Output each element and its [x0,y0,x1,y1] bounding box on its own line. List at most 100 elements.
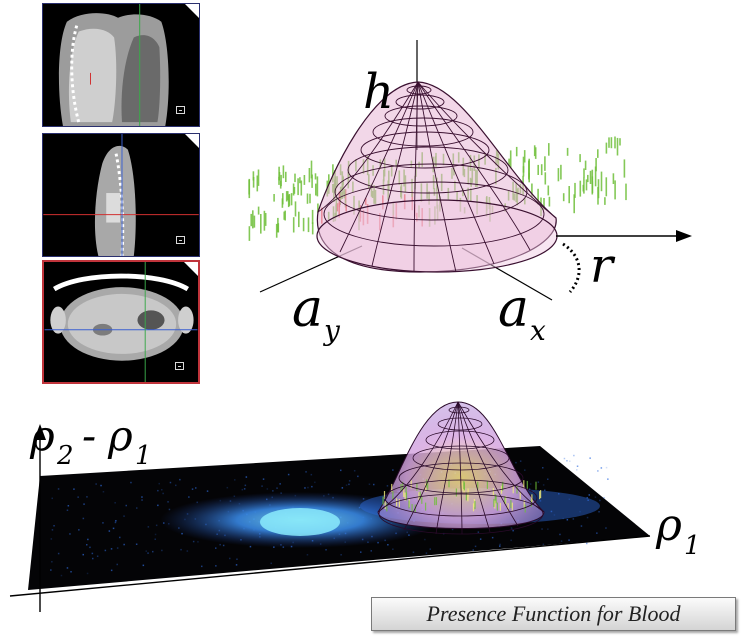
heatmap-noise-dot [51,497,53,500]
heatmap-noise-dot [589,457,591,459]
heatmap-noise-dot [82,517,85,520]
ct-axial-view[interactable] [42,260,200,384]
a-x-label: a [498,279,529,339]
heatmap-noise-dot [83,503,85,505]
heatmap-noise-dot [499,543,501,546]
heatmap-noise-dot [544,489,546,492]
heatmap-noise-dot [491,536,494,539]
heatmap-noise-dot [102,491,105,493]
heatmap-noise-dot [60,574,63,577]
heatmap-noise-dot [586,497,588,499]
heatmap-noise-dot [91,552,94,555]
heatmap-noise-dot [114,521,117,524]
heatmap-noise-dot [191,488,194,490]
heatmap-noise-dot [305,471,307,473]
heatmap-noise-dot [108,530,111,532]
heatmap-noise-dot [512,529,514,532]
heatmap-noise-dot [115,520,117,522]
heatmap-noise-dot [167,501,169,503]
heatmap-noise-dot [524,469,526,471]
h-label: h [363,64,394,120]
heatmap-noise-dot [145,550,147,552]
heatmap-noise-dot [186,550,189,552]
heatmap-noise-dot [116,563,118,566]
heatmap-noise-dot [306,554,309,556]
heatmap-noise-dot [547,478,549,480]
rho2-subscript: 2 [56,441,74,471]
heatmap-noise-dot [360,551,362,553]
rho1-axis-subscript: 1 [684,531,701,561]
heatmap-noise-dot [162,492,164,495]
heatmap-noise-dot [562,517,564,520]
rho2-label: ρ [29,411,55,460]
heatmap-noise-dot [597,470,599,472]
rho1-diff-label: ρ [107,411,133,460]
heatmap-noise-dot [569,460,571,462]
heatmap-noise-dot [586,516,589,519]
heatmap-noise-dot [576,469,578,471]
heatmap-noise-dot [345,484,348,486]
ct-axial-image [44,262,198,382]
heatmap-noise-dot [78,529,80,531]
heatmap-noise-dot [341,487,344,489]
heatmap-noise-dot [175,484,177,487]
heatmap-noise-dot [249,545,252,548]
heatmap-noise-dot [102,522,104,524]
heatmap-noise-dot [66,567,69,569]
heatmap-noise-dot [310,473,313,476]
heatmap-noise-dot [568,498,571,500]
heatmap-noise-dot [112,527,115,530]
rho1-axis-label: ρ [655,500,682,551]
heatmap-noise-dot [262,478,265,480]
heatmap-noise-dot [89,546,91,549]
heatmap-noise-dot [587,499,589,501]
heatmap-noise-dot [287,473,290,476]
heatmap-noise-dot [472,549,474,551]
heatmap-noise-dot [541,528,543,530]
heatmap-noise-dot [136,507,138,509]
heatmap-noise-dot [147,552,149,554]
heatmap-noise-dot [542,467,544,469]
heatmap-noise-dot [529,483,532,485]
heatmap-noise-dot [451,528,454,531]
heatmap-noise-dot [50,569,52,571]
a-y-label: a [292,279,323,339]
heatmap-noise-dot [340,469,342,472]
heatmap-noise-dot [157,504,159,507]
ct-sagittal-view[interactable] [42,3,200,127]
heatmap-noise-dot [152,550,154,553]
heatmap-noise-dot [110,569,113,572]
heatmap-noise-dot [66,509,69,511]
heatmap-noise-dot [130,481,132,484]
heatmap-noise-dot [588,494,590,496]
heatmap-noise-dot [110,548,113,550]
heatmap-noise-dot [119,536,121,539]
heatmap-noise-dot [135,543,138,545]
heatmap-noise-dot [279,483,281,485]
heatmap-noise-dot [307,486,309,489]
heatmap-noise-dot [51,529,54,531]
window-button-icon[interactable] [176,236,185,244]
heatmap-noise-dot [147,526,150,528]
r-label: r [590,238,616,294]
window-button-icon[interactable] [175,362,184,370]
heatmap-noise-dot [161,489,163,491]
heatmap-noise-dot [429,548,431,550]
heatmap-noise-dot [125,504,127,507]
heatmap-noise-dot [603,497,605,499]
heatmap-noise-dot [155,524,158,527]
heatmap-noise-dot [73,488,75,490]
heatmap-noise-dot [576,465,579,467]
heatmap-noise-dot [510,539,512,542]
heatmap-noise-dot [580,525,583,527]
heatmap-noise-dot [568,539,570,541]
heatmap-noise-dot [276,487,278,489]
heatmap-noise-dot [605,466,608,469]
heatmap-noise-dot [566,519,569,521]
heatmap-noise-dot [222,544,225,547]
window-button-icon[interactable] [176,106,185,114]
heatmap-noise-dot [157,489,159,492]
ct-coronal-view[interactable] [42,133,200,257]
heatmap-noise-dot [311,485,313,488]
heatmap-noise-dot [51,561,53,563]
